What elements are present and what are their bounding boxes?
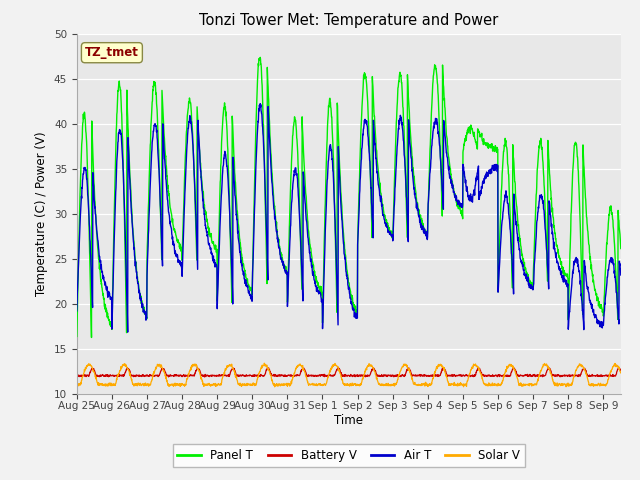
Legend: Panel T, Battery V, Air T, Solar V: Panel T, Battery V, Air T, Solar V [173, 444, 525, 467]
Text: TZ_tmet: TZ_tmet [85, 46, 139, 59]
Y-axis label: Temperature (C) / Power (V): Temperature (C) / Power (V) [35, 132, 48, 296]
Title: Tonzi Tower Met: Temperature and Power: Tonzi Tower Met: Temperature and Power [199, 13, 499, 28]
X-axis label: Time: Time [334, 414, 364, 427]
